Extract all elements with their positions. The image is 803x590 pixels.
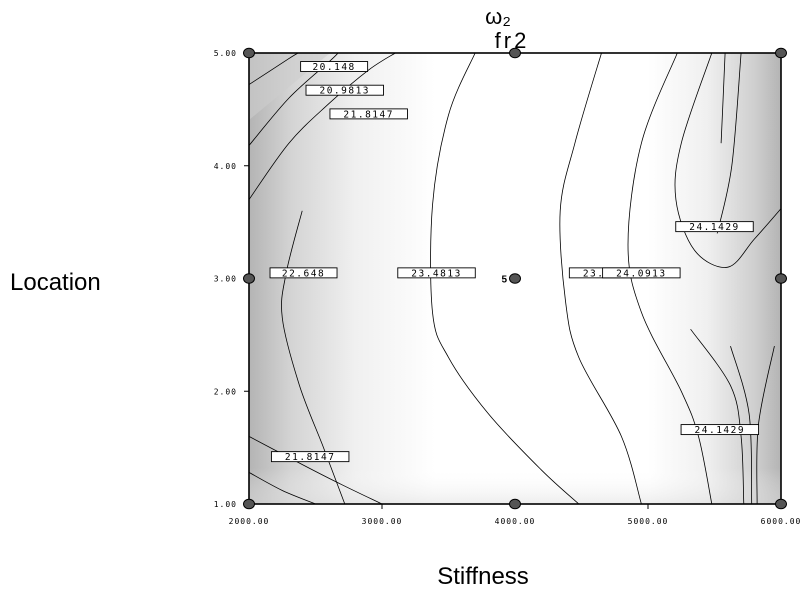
chart-title: ω₂	[485, 4, 511, 29]
contour-line	[248, 52, 396, 200]
svg-text:21.8147: 21.8147	[285, 452, 336, 463]
contour-line	[720, 52, 726, 144]
contour-line	[690, 328, 745, 505]
x-axis-title: Stiffness	[437, 563, 529, 590]
svg-text:21.8147: 21.8147	[343, 109, 394, 120]
svg-text:24.0913: 24.0913	[616, 268, 667, 279]
design-point	[775, 273, 787, 284]
contour-line	[627, 52, 713, 505]
contour-label: 24.1429	[675, 221, 754, 233]
contour-labels: 20.14820.981321.814722.64823.481323.9602…	[269, 61, 760, 463]
contour-line	[248, 472, 316, 505]
design-point	[775, 47, 787, 59]
contour-line	[730, 345, 753, 505]
contour-label: 22.648	[269, 267, 338, 279]
design-point-label: 5	[501, 275, 507, 286]
contour-line	[559, 52, 642, 505]
design-point	[775, 498, 787, 510]
y-tick-label: 1.00	[214, 500, 237, 509]
contour-label: 20.148	[300, 61, 369, 73]
y-axis-title: Location	[10, 269, 101, 296]
design-point	[509, 47, 521, 59]
contour-lines	[248, 52, 782, 505]
x-tick-label: 3000.00	[362, 517, 403, 526]
design-point	[243, 498, 255, 510]
design-point	[243, 47, 255, 59]
chart-subtitle: fr2	[495, 28, 530, 53]
contour-line	[674, 52, 782, 268]
design-point	[509, 498, 521, 510]
y-tick-label: 5.00	[214, 49, 237, 58]
y-tick-label: 4.00	[214, 162, 237, 171]
contour-line	[430, 52, 580, 505]
contour-label: 21.8147	[270, 451, 350, 463]
y-tick-label: 3.00	[214, 275, 237, 284]
contour-label: 24.1429	[680, 424, 760, 436]
contour-line	[716, 52, 742, 234]
x-tick-label: 5000.00	[628, 517, 669, 526]
svg-text:20.9813: 20.9813	[319, 86, 370, 97]
design-point	[509, 273, 521, 284]
svg-text:24.1429: 24.1429	[689, 222, 740, 233]
svg-text:23.4813: 23.4813	[411, 268, 462, 279]
contour-label: 21.8147	[329, 108, 408, 120]
y-tick-label: 2.00	[214, 387, 237, 396]
design-points: 5	[243, 47, 787, 510]
contour-line	[248, 436, 383, 505]
design-point	[243, 273, 255, 284]
contour-line	[248, 52, 339, 146]
svg-text:22.648: 22.648	[282, 268, 325, 279]
x-tick-label: 6000.00	[761, 517, 802, 526]
contour-label: 24.0913	[602, 267, 681, 279]
contour-label: 20.9813	[305, 84, 384, 97]
x-tick-label: 2000.00	[229, 517, 270, 526]
svg-text:24.1429: 24.1429	[695, 425, 746, 436]
contour-label: 23.4813	[397, 267, 476, 279]
svg-text:20.148: 20.148	[312, 62, 355, 73]
contour-line	[281, 210, 346, 505]
x-tick-label: 4000.00	[495, 517, 536, 526]
